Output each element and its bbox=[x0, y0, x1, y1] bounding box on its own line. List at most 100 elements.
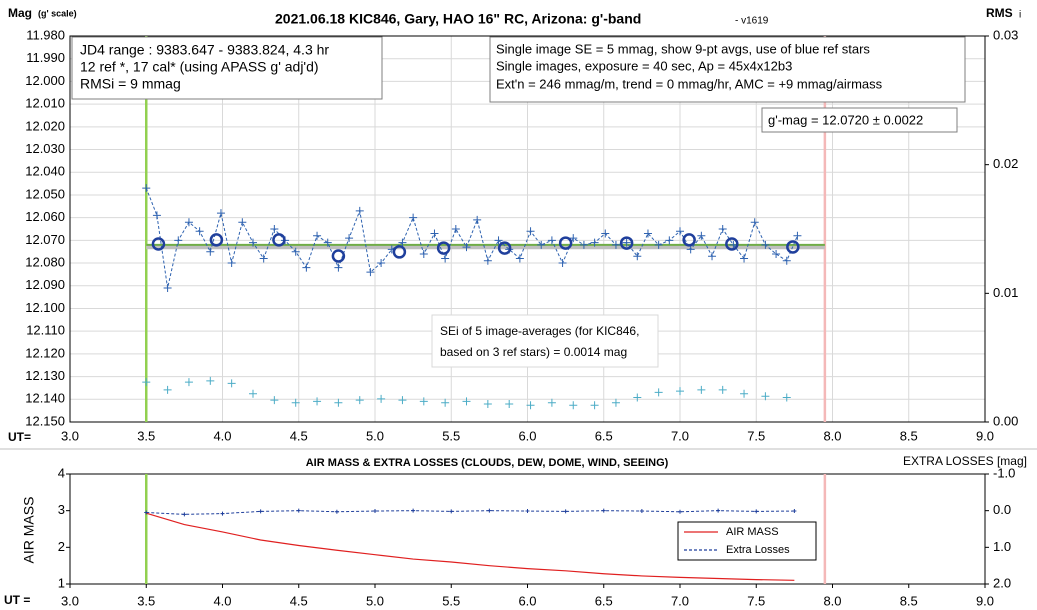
x-tick-label: 7.5 bbox=[747, 593, 765, 608]
average-point bbox=[619, 236, 634, 250]
data-point bbox=[313, 231, 322, 240]
x-tick-label: 4.5 bbox=[290, 593, 308, 608]
data-point bbox=[449, 509, 454, 514]
data-point bbox=[411, 508, 416, 513]
data-point bbox=[547, 236, 556, 245]
data-point bbox=[451, 225, 460, 233]
data-point bbox=[654, 388, 663, 397]
y-tick-label: 12.060 bbox=[25, 209, 65, 224]
x-tick-label: 8.0 bbox=[823, 593, 841, 608]
legend-entries: AIR MASS Extra Losses bbox=[684, 526, 790, 556]
data-point bbox=[409, 213, 418, 222]
x-tick-label: 9.0 bbox=[976, 428, 994, 443]
y-axis-label: Mag bbox=[8, 6, 32, 20]
data-point bbox=[708, 252, 717, 261]
y-tick-label: 12.100 bbox=[25, 300, 65, 315]
x-tick-label: 8.5 bbox=[900, 428, 918, 443]
data-point bbox=[238, 218, 247, 227]
data-point bbox=[366, 268, 375, 277]
data-point bbox=[441, 398, 450, 407]
y-tick-label: 12.130 bbox=[25, 368, 65, 383]
y-tick-label: 11.980 bbox=[26, 27, 65, 42]
data-point bbox=[678, 509, 682, 514]
data-point bbox=[441, 254, 450, 263]
x-tick-label: 3.0 bbox=[61, 428, 79, 443]
data-point bbox=[152, 211, 161, 220]
data-point bbox=[355, 396, 364, 405]
x-tick-label: 3.0 bbox=[61, 593, 79, 608]
data-point bbox=[716, 508, 721, 513]
data-point bbox=[291, 247, 300, 256]
x-tick-label: 5.5 bbox=[442, 593, 460, 608]
data-point bbox=[462, 243, 471, 252]
data-point bbox=[323, 238, 332, 247]
y2-tick-label: 0.0 bbox=[993, 502, 1011, 517]
x-tick-label: 6.0 bbox=[518, 428, 536, 443]
data-point bbox=[483, 399, 492, 408]
info-box bbox=[489, 36, 966, 103]
data-point bbox=[462, 397, 471, 406]
data-point bbox=[622, 238, 631, 247]
series-line bbox=[146, 510, 795, 515]
x-axis-label: UT = bbox=[4, 593, 30, 607]
data-point bbox=[601, 229, 610, 238]
y2-tick-label: 0.00 bbox=[993, 413, 1018, 428]
data-point bbox=[590, 238, 599, 247]
data-point bbox=[334, 263, 343, 272]
y-tick-label: 12.050 bbox=[25, 186, 65, 201]
x-axis-label: UT= bbox=[8, 430, 31, 444]
data-point bbox=[398, 396, 407, 405]
plot-frame bbox=[69, 35, 986, 423]
info-box bbox=[71, 36, 383, 100]
data-point bbox=[590, 401, 599, 410]
data-point bbox=[782, 393, 791, 402]
data-point bbox=[525, 509, 530, 514]
data-point bbox=[227, 259, 236, 268]
info-text: RMSi = 9 mmag bbox=[80, 76, 181, 92]
data-point bbox=[398, 238, 407, 247]
data-point bbox=[206, 376, 215, 385]
info-text: 12 ref *, 17 cal* (using APASS g' adj'd) bbox=[80, 59, 319, 75]
data-point bbox=[633, 393, 642, 402]
data-point bbox=[676, 387, 684, 396]
data-point bbox=[611, 240, 620, 249]
data-point bbox=[611, 398, 620, 407]
y-axis-label: AIR MASS bbox=[21, 497, 37, 564]
y2-tick-label: 0.02 bbox=[993, 156, 1018, 171]
average-point bbox=[558, 236, 573, 250]
average-point bbox=[209, 233, 224, 247]
data-point bbox=[569, 234, 578, 243]
x-tick-label: 5.0 bbox=[366, 593, 384, 608]
x-tick-label: 4.0 bbox=[213, 428, 231, 443]
data-point bbox=[639, 509, 644, 514]
plot-frame bbox=[69, 473, 986, 585]
y-tick-label: 1 bbox=[58, 575, 65, 590]
sei-box bbox=[431, 314, 659, 368]
data-point bbox=[249, 238, 257, 247]
y-tick-label: 12.090 bbox=[25, 277, 65, 292]
data-point bbox=[419, 249, 428, 258]
average-point bbox=[272, 233, 286, 247]
data-point bbox=[270, 396, 279, 405]
average-point bbox=[725, 237, 739, 251]
data-point bbox=[270, 225, 279, 233]
y-tick-label: 12.040 bbox=[25, 164, 65, 179]
series-line bbox=[145, 187, 798, 289]
data-point bbox=[558, 259, 567, 268]
data-point bbox=[184, 218, 193, 227]
data-point bbox=[579, 240, 588, 249]
y-tick-label: 12.110 bbox=[26, 323, 65, 338]
y-tick-label: 12.080 bbox=[25, 254, 65, 269]
data-point bbox=[313, 397, 322, 406]
data-point bbox=[505, 399, 514, 408]
x-tick-label: 3.5 bbox=[137, 428, 155, 443]
data-point bbox=[754, 509, 759, 514]
data-point bbox=[494, 236, 503, 245]
data-point bbox=[373, 509, 377, 514]
y-tick-label: 12.020 bbox=[25, 118, 65, 133]
average-point bbox=[786, 240, 800, 254]
data-point bbox=[259, 254, 268, 263]
sei-text: based on 3 ref stars) = 0.0014 mag bbox=[440, 345, 627, 359]
y-tick-label: 3 bbox=[58, 502, 65, 517]
